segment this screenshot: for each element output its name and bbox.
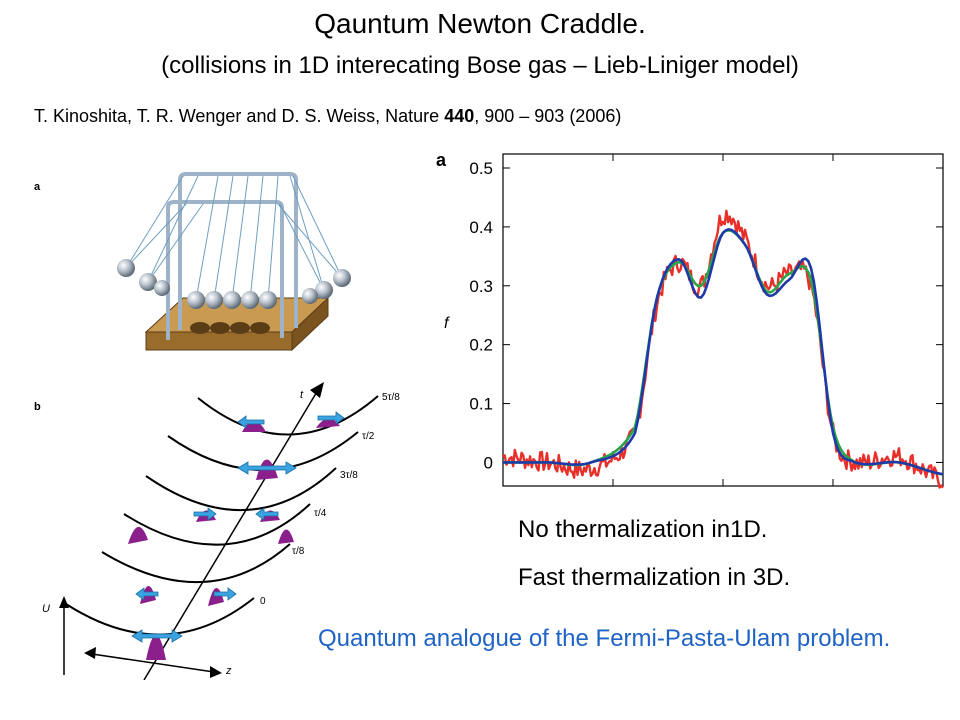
axis-z-label: z	[225, 665, 232, 677]
cradle-frame	[166, 172, 298, 340]
newton-cradle-figure: a	[34, 172, 400, 680]
y-tick-label: 0.5	[469, 159, 493, 178]
fpu-analogy-note: Quantum analogue of the Fermi-Pasta-Ulam…	[318, 625, 891, 652]
series-line-1	[503, 229, 944, 476]
chart-panel-label: a	[436, 150, 447, 170]
y-tick-label: 0.2	[469, 336, 493, 355]
time-label: 0	[260, 596, 266, 607]
cradle-balls	[117, 259, 351, 309]
citation: T. Kinoshita, T. R. Wenger and D. S. Wei…	[34, 106, 621, 127]
z-axis-arrowhead-left	[84, 647, 96, 659]
note-1d: No thermalization in1D.	[518, 516, 768, 543]
time-labels: 5τ/8 τ/2 3τ/8 τ/4 τ/8 0	[260, 392, 400, 607]
y-tick-label: 0	[484, 453, 493, 472]
plot-frame	[502, 153, 944, 487]
time-label: 5τ/8	[382, 392, 400, 403]
y-tick-label: 0.1	[469, 395, 493, 414]
panel-b-label: b	[34, 401, 41, 413]
x-axis-ticks	[612, 154, 834, 486]
panel-a-label: a	[34, 181, 41, 193]
time-label: τ/2	[362, 431, 375, 442]
z-axis	[91, 653, 215, 673]
series-line-0	[502, 209, 944, 489]
time-label: τ/8	[292, 546, 305, 557]
z-axis-arrowhead	[210, 666, 222, 678]
time-axis-arrowhead	[310, 382, 324, 398]
citation-authors: T. Kinoshita, T. R. Wenger and D. S. Wei…	[34, 106, 445, 126]
axis-t-label: t	[300, 389, 304, 401]
y-axis-ticks: 0 0.1 0.2 0.3 0.4 0.5	[469, 159, 943, 472]
citation-pages: , 900 – 903 (2006)	[474, 106, 622, 126]
series-layer	[502, 209, 944, 489]
y-tick-label: 0.3	[469, 277, 493, 296]
y-axis-label: f	[444, 315, 450, 332]
note-3d: Fast thermalization in 3D.	[518, 564, 791, 591]
momentum-distribution-chart: a f 0 0.1 0.2 0.3 0.4 0.5	[436, 150, 944, 489]
time-label: τ/4	[314, 508, 327, 519]
axis-u-label: U	[42, 603, 50, 615]
potential-wells	[65, 395, 379, 636]
wave-packets	[128, 418, 340, 660]
time-label: 3τ/8	[340, 470, 358, 481]
series-line-2	[503, 228, 944, 476]
momentum-arrows	[131, 411, 345, 643]
u-axis-arrowhead	[59, 596, 69, 608]
slide-title: Qauntum Newton Craddle.	[314, 8, 646, 39]
citation-volume: 440	[444, 106, 475, 126]
y-tick-label: 0.4	[469, 218, 493, 237]
slide-subtitle: (collisions in 1D interecating Bose gas …	[161, 52, 799, 79]
cradle-strings	[125, 175, 343, 301]
